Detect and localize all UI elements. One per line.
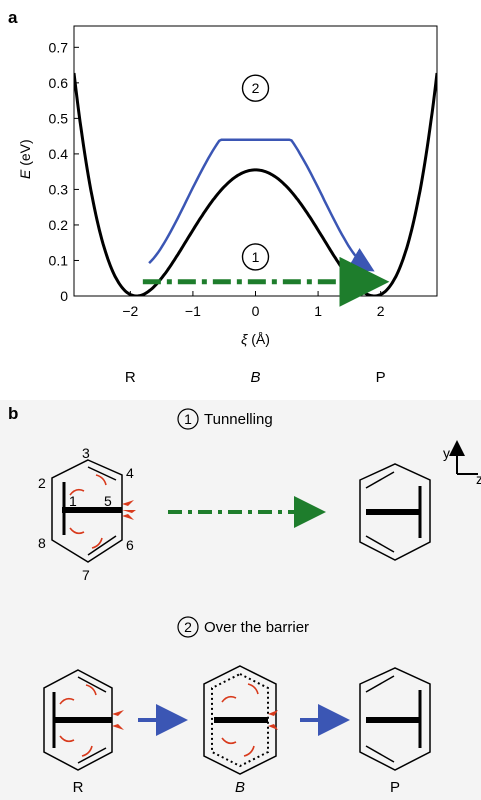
axis-z-label: z xyxy=(476,471,481,487)
circle-label-2 xyxy=(241,74,270,102)
molecule-p-row1 xyxy=(359,463,431,561)
atom-8: 8 xyxy=(38,535,46,551)
x-tick-label: 1 xyxy=(314,303,322,319)
atom-4: 4 xyxy=(126,465,134,481)
route2-label: Over the barrier xyxy=(204,619,309,636)
x-tick-label: −2 xyxy=(122,303,138,319)
atom-3: 3 xyxy=(82,445,90,461)
y-tick-label: 0 xyxy=(60,288,68,304)
circle-label-1-text: 1 xyxy=(252,249,260,265)
panel-b-label: b xyxy=(8,404,19,423)
molecule-p-row2 xyxy=(359,667,431,771)
panel-a-label: a xyxy=(8,8,18,27)
atom-7: 7 xyxy=(82,567,90,583)
state-label-P: P xyxy=(376,369,386,386)
route2-circle xyxy=(177,616,199,638)
atom-1: 1 xyxy=(69,493,77,509)
energy-chart: 0 0.1 0.2 0.3 0.4 0.5 0.6 0.7 −2 −1 0 1 2 E (eV) ξ (Å)… xyxy=(17,25,438,386)
yz-axis-indicator: y z xyxy=(443,440,481,487)
label-p-bottom: P xyxy=(390,779,400,796)
y-tick-label: 0.6 xyxy=(49,75,69,91)
y-tick-label: 0.1 xyxy=(49,252,69,268)
y-tick-label: 0.5 xyxy=(49,110,69,126)
y-tick-label: 0.7 xyxy=(49,39,69,55)
circle-label-2-text: 2 xyxy=(252,80,260,96)
over-barrier-arrow xyxy=(148,138,375,272)
atom-2: 2 xyxy=(38,475,46,491)
y-tick-label: 0.2 xyxy=(49,217,69,233)
mechanism-diagram: 1 Tunnelling y z 3 4 2 1 5 8 6 7 xyxy=(38,408,481,796)
x-axis-label: ξ (Å) xyxy=(241,331,270,347)
molecule-r-numbered: 3 4 2 1 5 8 6 7 xyxy=(38,445,136,583)
molecule-b-transition xyxy=(203,665,278,775)
y-axis-label: E (eV) xyxy=(17,139,33,179)
y-tick-label: 0.4 xyxy=(49,146,69,162)
route2-number: 2 xyxy=(184,619,192,635)
x-tick-label: 0 xyxy=(252,303,260,319)
atom-5: 5 xyxy=(104,493,112,509)
circle-label-1 xyxy=(241,243,270,271)
state-label-B: B xyxy=(250,369,260,386)
atom-6: 6 xyxy=(126,537,134,553)
route1-number: 1 xyxy=(184,411,192,427)
x-tick-label: −1 xyxy=(185,303,201,319)
molecule-r-row2 xyxy=(43,669,124,771)
route1-circle xyxy=(177,408,199,430)
x-tick-label: 2 xyxy=(377,303,385,319)
axis-y-label: y xyxy=(443,445,450,461)
label-r-bottom: R xyxy=(73,779,84,796)
label-b-bottom: B xyxy=(235,779,245,796)
state-label-R: R xyxy=(125,369,136,386)
y-tick-label: 0.3 xyxy=(49,181,69,197)
route1-label: Tunnelling xyxy=(204,411,273,428)
